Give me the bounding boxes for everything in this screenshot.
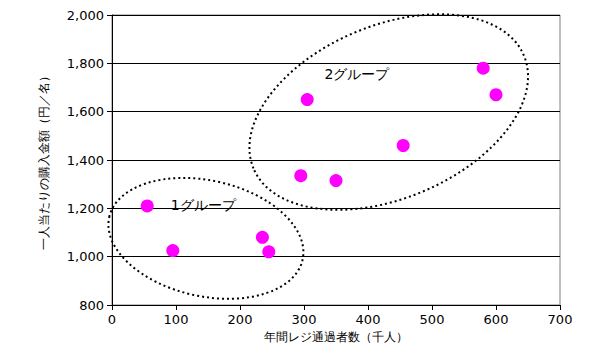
svg-text:1,800: 1,800	[67, 56, 104, 71]
svg-text:100: 100	[164, 312, 189, 327]
svg-text:500: 500	[420, 312, 445, 327]
svg-text:300: 300	[292, 312, 317, 327]
svg-text:一人当たりの購入金額（円／名）: 一人当たりの購入金額（円／名）	[37, 70, 51, 250]
svg-text:2グループ: 2グループ	[324, 66, 390, 82]
svg-text:800: 800	[79, 298, 104, 313]
svg-text:1グループ: 1グループ	[171, 197, 237, 213]
svg-text:年間レジ通過者数（千人）: 年間レジ通過者数（千人）	[264, 330, 408, 344]
svg-text:0: 0	[108, 312, 116, 327]
svg-text:400: 400	[356, 312, 381, 327]
svg-text:600: 600	[484, 312, 509, 327]
svg-text:2,000: 2,000	[67, 8, 104, 23]
svg-text:200: 200	[228, 312, 253, 327]
svg-text:1,400: 1,400	[67, 153, 104, 168]
svg-text:1,200: 1,200	[67, 201, 104, 216]
svg-text:1,000: 1,000	[67, 249, 104, 264]
svg-text:700: 700	[548, 312, 573, 327]
svg-text:1,600: 1,600	[67, 104, 104, 119]
